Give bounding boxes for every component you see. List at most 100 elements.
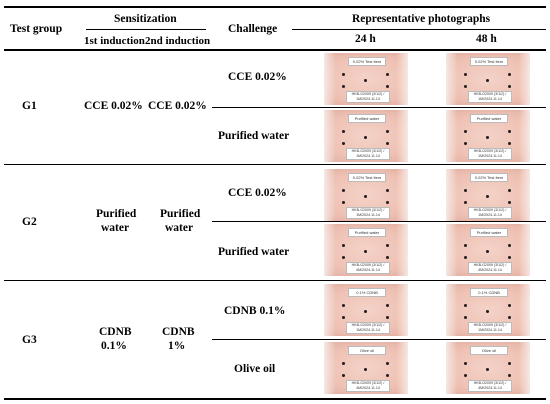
photo-label-top: Purified water bbox=[348, 228, 386, 237]
patch-mark bbox=[464, 201, 467, 204]
sensitization-underline bbox=[86, 29, 206, 30]
photo-label-bottom: HKB-G2009 (3/1/2) / 1M/2024.11.14 bbox=[468, 322, 512, 334]
g3-challenge-1: CDNB 0.1% bbox=[224, 305, 286, 317]
g2-divider bbox=[212, 221, 546, 222]
photo-label-bottom: HKB-G2009 (3/1/2) / 4M/2024.11.14 bbox=[468, 262, 512, 274]
patch-mark bbox=[508, 73, 511, 76]
patch-mark bbox=[364, 79, 367, 82]
g2-challenge-1: CCE 0.02% bbox=[228, 187, 287, 199]
g2-second-induction-2: water bbox=[165, 222, 194, 234]
header-48h: 48 h bbox=[476, 33, 497, 45]
photo-g3-challenge2-24h: Olive oil HKB-G2009 (3/1/2) / 4M/2024.11.… bbox=[324, 342, 408, 394]
patch-mark bbox=[364, 195, 367, 198]
patch-mark bbox=[364, 136, 367, 139]
bottom-rule bbox=[4, 398, 546, 400]
photo-label-top: 0.02% Test item bbox=[470, 173, 508, 182]
patch-mark bbox=[486, 250, 489, 253]
patch-mark bbox=[486, 136, 489, 139]
g1-g2-rule bbox=[4, 164, 546, 165]
header-second-induction: 2nd induction bbox=[145, 35, 211, 47]
photo-g1-challenge2-48h: Purified water HKB-G2009 (3/1/2) / 1M/202… bbox=[446, 110, 530, 162]
patch-mark bbox=[486, 79, 489, 82]
photo-g1-challenge2-24h: Purified water HKB-G2009 (3/1/2) / 1M/202… bbox=[324, 110, 408, 162]
photo-g3-challenge2-48h: Olive oil HKB-G2009 (3/1/2) / 4M/2024.11.… bbox=[446, 342, 530, 394]
patch-mark bbox=[508, 362, 511, 365]
g1-second-induction: CCE 0.02% bbox=[148, 100, 207, 112]
patch-mark bbox=[508, 189, 511, 192]
photo-g2-challenge1-48h: 0.02% Test item HKB-G2009 (3/1/2) / 1M/20… bbox=[446, 169, 530, 221]
patch-mark bbox=[486, 310, 489, 313]
group-g3: G3 bbox=[22, 334, 37, 346]
patch-mark bbox=[464, 316, 467, 319]
header-challenge: Challenge bbox=[228, 23, 278, 35]
top-rule bbox=[4, 6, 546, 8]
patch-mark bbox=[508, 142, 511, 145]
patch-mark bbox=[508, 201, 511, 204]
header-representative: Representative photographs bbox=[352, 13, 491, 25]
photo-g1-challenge1-24h: 0.02% Test item HKB-G2009 (3/1/2) / 1M/20… bbox=[324, 53, 408, 105]
patch-mark bbox=[342, 73, 345, 76]
header-bottom-rule bbox=[4, 49, 546, 51]
photo-label-bottom: HKB-G2009 (3/1/2) / 1M/2024.11.14 bbox=[346, 91, 390, 103]
patch-mark bbox=[464, 244, 467, 247]
patch-mark bbox=[386, 244, 389, 247]
g2-second-induction-1: Purified bbox=[160, 208, 201, 220]
g3-second-induction-1: CDNB bbox=[162, 326, 195, 338]
patch-mark bbox=[364, 250, 367, 253]
photo-label-top: 0.02% Test item bbox=[348, 173, 386, 182]
patch-mark bbox=[464, 142, 467, 145]
photo-g1-challenge1-48h: 0.02% Test item HKB-G2009 (3/1/2) / 1M/20… bbox=[446, 53, 530, 105]
photo-g3-challenge1-48h: 0.1% CDNB HKB-G2009 (3/1/2) / 1M/2024.11.… bbox=[446, 284, 530, 336]
patch-mark bbox=[464, 73, 467, 76]
patch-mark bbox=[464, 374, 467, 377]
g1-challenge-1: CCE 0.02% bbox=[228, 71, 287, 83]
g3-challenge-2: Olive oil bbox=[234, 363, 276, 375]
g2-challenge-2: Purified water bbox=[218, 246, 290, 258]
patch-mark bbox=[486, 368, 489, 371]
patch-mark bbox=[508, 244, 511, 247]
photo-label-bottom: HKB-G2009 (3/1/2) / 4M/2024.11.14 bbox=[346, 380, 390, 392]
patch-mark bbox=[464, 189, 467, 192]
group-g2: G2 bbox=[22, 216, 37, 228]
g3-first-induction-1: CDNB bbox=[99, 326, 132, 338]
patch-mark bbox=[364, 310, 367, 313]
g3-divider bbox=[212, 339, 546, 340]
photo-label-top: Olive oil bbox=[348, 346, 386, 355]
patch-mark bbox=[342, 316, 345, 319]
g1-divider bbox=[212, 107, 546, 108]
patch-mark bbox=[342, 304, 345, 307]
patch-mark bbox=[386, 85, 389, 88]
patch-mark bbox=[342, 256, 345, 259]
photographs-underline bbox=[292, 29, 546, 30]
photo-label-top: 0.1% CDNB bbox=[348, 288, 386, 297]
patch-mark bbox=[464, 304, 467, 307]
photo-label-top: Purified water bbox=[470, 114, 508, 123]
patch-mark bbox=[386, 316, 389, 319]
photo-label-bottom: HKB-G2009 (3/1/2) / 1M/2024.11.14 bbox=[346, 207, 390, 219]
photo-label-bottom: HKB-G2009 (3/1/2) / 4M/2024.11.14 bbox=[346, 262, 390, 274]
g2-g3-rule bbox=[4, 280, 546, 281]
patch-mark bbox=[464, 362, 467, 365]
patch-mark bbox=[486, 195, 489, 198]
photo-label-top: 0.02% Test item bbox=[470, 57, 508, 66]
g1-first-induction: CCE 0.02% bbox=[84, 100, 143, 112]
patch-mark bbox=[342, 142, 345, 145]
header-24h: 24 h bbox=[355, 33, 376, 45]
patch-mark bbox=[342, 189, 345, 192]
photo-label-top: 0.1% CDNB bbox=[470, 288, 508, 297]
patch-mark bbox=[508, 130, 511, 133]
g3-first-induction-2: 0.1% bbox=[101, 340, 127, 352]
g2-first-induction-2: water bbox=[101, 222, 130, 234]
patch-mark bbox=[508, 304, 511, 307]
patch-mark bbox=[464, 85, 467, 88]
g2-first-induction-1: Purified bbox=[96, 208, 137, 220]
patch-mark bbox=[386, 73, 389, 76]
patch-mark bbox=[386, 256, 389, 259]
patch-mark bbox=[386, 304, 389, 307]
photo-label-bottom: HKB-G2009 (3/1/2) / 1M/2024.11.14 bbox=[346, 148, 390, 160]
photo-label-bottom: HKB-G2009 (3/1/2) / 1M/2024.11.14 bbox=[468, 148, 512, 160]
patch-mark bbox=[386, 130, 389, 133]
patch-mark bbox=[386, 189, 389, 192]
patch-mark bbox=[464, 256, 467, 259]
patch-mark bbox=[386, 201, 389, 204]
